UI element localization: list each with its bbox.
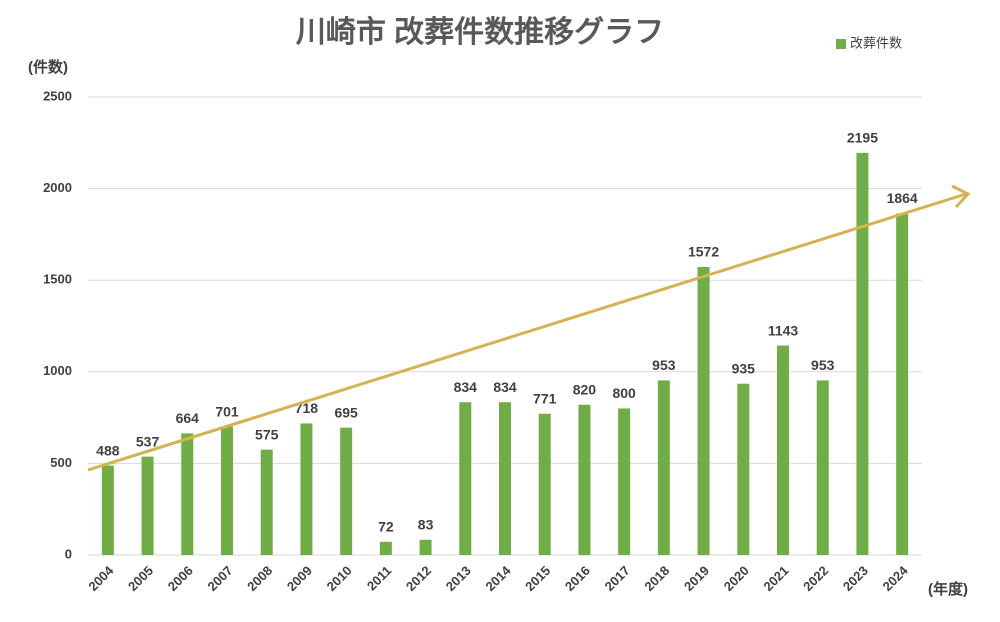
y-tick-label: 2000	[43, 180, 72, 195]
y-tick-label: 2500	[43, 88, 72, 103]
bar	[379, 541, 392, 555]
y-tick-label: 500	[50, 455, 72, 470]
bar	[697, 267, 710, 555]
x-tick-label: 2024	[880, 562, 912, 594]
bar	[538, 413, 551, 555]
x-tick-label: 2005	[125, 563, 156, 594]
legend-swatch	[836, 39, 846, 49]
y-tick-label: 1500	[43, 272, 72, 287]
bar	[459, 402, 472, 555]
x-tick-label: 2013	[443, 563, 474, 594]
data-label: 1143	[768, 322, 799, 338]
bar	[419, 539, 432, 555]
x-tick-label: 2019	[681, 563, 712, 594]
data-label: 834	[454, 379, 478, 395]
x-tick-label: 2023	[840, 563, 871, 594]
bar	[101, 465, 114, 555]
legend-label: 改葬件数	[850, 35, 902, 50]
x-tick-label: 2006	[165, 563, 196, 594]
x-tick-label: 2017	[602, 563, 633, 594]
x-tick-label: 2015	[522, 563, 553, 594]
data-label: 800	[612, 385, 636, 401]
data-label: 953	[811, 357, 835, 373]
data-label: 1864	[887, 190, 918, 206]
x-axis-label: (年度)	[928, 580, 968, 598]
x-tick-label: 2022	[800, 563, 831, 594]
x-tick-label: 2021	[760, 563, 791, 594]
y-axis-label: (件数)	[28, 58, 68, 76]
bar	[300, 423, 313, 555]
x-tick-label: 2007	[204, 563, 235, 594]
chart-title: 川崎市 改葬件数推移グラフ	[296, 15, 664, 49]
data-label: 695	[334, 404, 358, 420]
data-label: 83	[418, 516, 434, 532]
data-label: 537	[136, 433, 160, 449]
bar	[340, 427, 353, 555]
data-label: 834	[493, 379, 517, 395]
data-label: 820	[573, 381, 597, 397]
x-tick-label: 2011	[364, 563, 395, 594]
bar	[221, 426, 233, 555]
bar	[816, 380, 829, 555]
data-label: 935	[732, 360, 756, 376]
y-tick-label: 1000	[43, 363, 72, 378]
data-label: 488	[96, 442, 120, 458]
x-tick-label: 2008	[244, 563, 275, 594]
x-tick-label: 2010	[324, 563, 355, 594]
x-tick-label: 2018	[641, 563, 672, 594]
x-tick-label: 2009	[284, 563, 315, 594]
bar	[578, 404, 591, 555]
bar	[181, 433, 194, 555]
bar	[141, 456, 154, 555]
bar	[657, 380, 670, 555]
data-label: 664	[176, 410, 200, 426]
data-label: 72	[378, 519, 394, 535]
bar	[499, 402, 511, 555]
plot-area: 0 500 1000 1500 2000 2500 2004 2005 2006 2007 2008…	[43, 88, 922, 594]
data-label: 1572	[688, 244, 719, 260]
y-tick-label: 0	[65, 546, 72, 561]
bar	[856, 152, 869, 555]
x-tick-label: 2020	[721, 563, 752, 594]
data-label: 575	[255, 426, 279, 442]
x-tick-label: 2014	[482, 562, 514, 594]
trend-arrow	[87, 184, 971, 472]
data-label: 771	[533, 390, 557, 406]
data-label: 2195	[847, 130, 878, 146]
bar	[896, 213, 909, 555]
data-label: 701	[215, 403, 239, 419]
x-tick-label: 2012	[403, 563, 434, 594]
x-tick-label: 2016	[562, 563, 593, 594]
data-label: 953	[652, 357, 676, 373]
bar	[737, 383, 750, 555]
x-tick-label: 2004	[85, 562, 117, 594]
bar	[618, 408, 631, 555]
bar	[260, 449, 273, 555]
bar	[777, 345, 789, 555]
